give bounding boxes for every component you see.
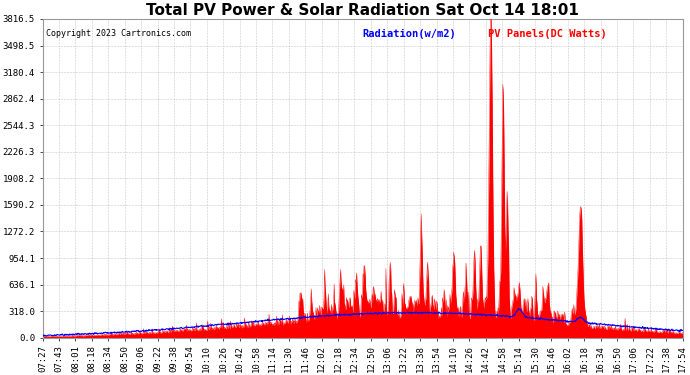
Title: Total PV Power & Solar Radiation Sat Oct 14 18:01: Total PV Power & Solar Radiation Sat Oct… bbox=[146, 3, 579, 18]
Text: Radiation(w/m2): Radiation(w/m2) bbox=[363, 28, 457, 39]
Text: Copyright 2023 Cartronics.com: Copyright 2023 Cartronics.com bbox=[46, 28, 191, 38]
Text: PV Panels(DC Watts): PV Panels(DC Watts) bbox=[488, 28, 607, 39]
